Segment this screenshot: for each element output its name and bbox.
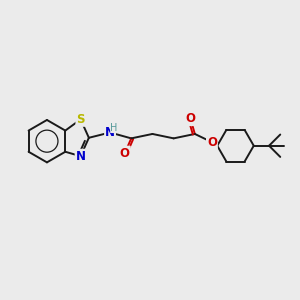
- Text: H: H: [110, 123, 118, 133]
- Text: O: O: [185, 112, 195, 125]
- Text: S: S: [76, 113, 85, 126]
- Text: O: O: [207, 136, 217, 149]
- Text: N: N: [76, 150, 85, 163]
- Text: O: O: [120, 147, 130, 160]
- Text: N: N: [105, 126, 115, 139]
